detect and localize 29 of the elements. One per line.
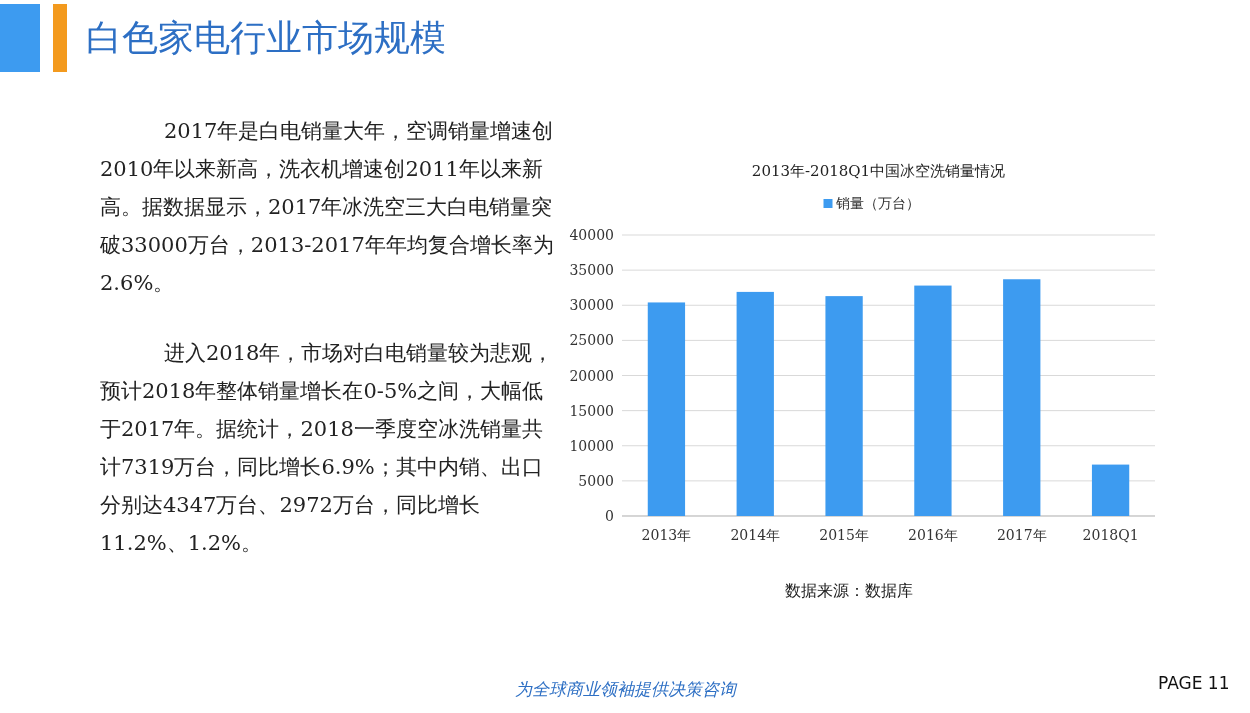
y-tick-label: 5000 [578,472,614,489]
legend-label: 销量（万台） [834,195,920,211]
y-tick-label: 15000 [569,402,614,419]
text: 进入2018年，市场对白电销量较为悲观，预计2018年整体销量增长在0-5%之间，大幅低于2017年。据统计，2018一季度空冰洗销量共计7319万台，同比增长6.9%；其中内销、出口分别达4347万台、2972万台，同比增长11.2%、1.2%。 [100,340,555,557]
bar [1091,464,1130,516]
x-tick-label: 2014年 [730,527,781,543]
x-tick-label: 2018Q1 [1082,527,1139,543]
y-tick-label: 20000 [569,367,614,384]
bar [647,302,686,516]
x-tick-label: 2017年 [996,527,1047,543]
x-tick-label: 2016年 [908,527,958,543]
x-tick-label: 2013年 [641,527,692,543]
text: 白色家电行业市场规模 [86,16,446,60]
y-tick-label: 10000 [569,437,614,454]
y-tick-label: 35000 [569,262,614,279]
y-tick-label: 30000 [569,297,614,314]
y-tick-label: 40000 [569,227,614,243]
text: 为全球商业领袖提供决策咨询 [514,679,736,699]
bar [914,285,952,516]
x-tick-label: 2015年 [819,527,869,543]
text: 2017年是白电销量大年，空调销量增速创2010年以来新高，洗衣机增速创2011年以来新高。据数据显示，2017年冰洗空三大白电销量突破33000万台，2013-2017年年均复合增长率为2.6%。 [100,118,555,297]
y-tick-label: 25000 [569,332,614,349]
bar [825,296,863,516]
y-tick-label: 0 [605,508,614,524]
text: PAGE 11 [1158,673,1230,693]
bar [1003,279,1041,516]
source-note: 数据来源：数据库 [784,581,913,600]
bar [736,291,774,516]
chart-title: 2013年-2018Q1中国冰空洗销量情况 [751,162,1006,180]
